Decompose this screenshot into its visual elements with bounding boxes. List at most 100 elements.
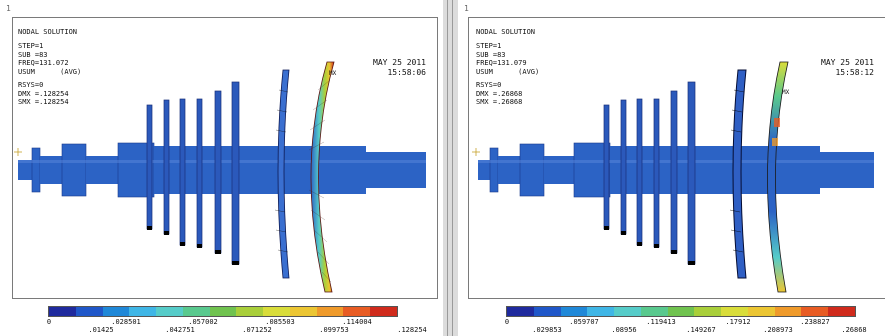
contoured-blade [310,61,335,293]
legend-swatch [289,307,317,316]
shaft-end [366,152,426,188]
shaft-collar [61,143,87,197]
legend-swatch [828,307,855,316]
legend-label: .26868 [841,326,867,334]
info-usum: USUM (AVG) [18,67,82,76]
turbine-disc [670,90,678,254]
window-splitter[interactable] [443,0,458,336]
legend-swatch [801,307,829,316]
legend-label: .029853 [532,326,562,334]
legend-swatch [640,307,668,316]
legend-swatch [370,307,397,316]
legend-swatch [236,307,264,316]
info-freq: FREQ=131.079 [476,59,527,68]
legend-swatch [721,307,748,316]
legend-swatch [667,307,695,316]
legend-label: .128254 [397,326,427,334]
legend-label: .028501 [111,318,141,326]
plot-date: MAY 25 2011 [821,58,874,67]
turbine-disc [146,104,153,230]
legend-swatch [182,307,210,316]
legend-label: 0 [504,318,510,326]
turbine-disc [231,81,240,265]
info-dmx: DMX =.26868 [476,89,523,98]
legend-swatch [49,307,76,316]
legend-label: .208973 [763,326,793,334]
rotor-model [472,61,874,293]
legend-swatch [316,307,344,316]
turbine-disc [603,104,610,230]
plot-title: NODAL SOLUTION [476,28,536,36]
legend-label: .238827 [800,318,830,326]
shaft-collar [519,143,545,197]
blade-row [277,69,290,279]
legend-label: .057002 [188,318,218,326]
legend-label: .17912 [725,318,751,326]
turbine-disc [653,98,660,248]
legend-swatch [533,307,561,316]
legend-swatch [694,307,722,316]
info-dmx: DMX =.128254 [18,89,69,98]
contour-legend-bar [48,306,398,317]
info-sub: SUB =83 [18,50,48,59]
shaft-collar [31,147,41,193]
legend-swatch [156,307,183,316]
info-step: STEP=1 [18,42,44,50]
window-number: 1 [6,4,11,13]
legend-label: .071252 [242,326,272,334]
legend-label: .119413 [646,318,676,326]
plot-time: 15:58:06 [387,68,426,77]
legend-swatch [263,307,290,316]
info-smx: SMX =.26868 [476,98,523,107]
shaft-end [18,160,32,180]
legend-label: .08956 [611,326,637,334]
legend-label: .085503 [265,318,295,326]
turbine-disc [179,98,186,246]
legend-swatch [507,307,534,316]
legend-swatch [747,307,775,316]
info-usum: USUM (AVG) [476,67,540,76]
turbine-disc [620,99,627,235]
legend-swatch [343,307,371,316]
turbine-disc [687,81,696,265]
info-sub: SUB =83 [476,50,506,59]
info-rsys: RSYS=0 [18,81,44,89]
legend-swatch [774,307,802,316]
shaft-end [820,152,874,188]
legend-label: .149267 [686,326,716,334]
info-rsys: RSYS=0 [476,81,502,89]
left-graphics-window[interactable]: 1 NODAL SOLUTION STEP=1 SUB =83 FREQ=131… [0,0,443,336]
turbine-disc [636,98,643,246]
max-marker: MX [782,89,790,96]
legend-swatch [129,307,157,316]
turbine-disc [196,98,203,248]
right-graphics-window[interactable]: 1 NODAL SOLUTION STEP=1 SUB =83 FREQ=131… [458,0,885,336]
shaft-end [478,160,490,180]
info-smx: SMX =.128254 [18,98,69,107]
legend-swatch [209,307,237,316]
legend-swatch [587,307,615,316]
plot-title: NODAL SOLUTION [18,28,78,36]
legend-label: .114004 [342,318,372,326]
legend-label: 0 [46,318,52,326]
shaft-body [610,146,820,194]
contour-legend-bar [506,306,856,317]
plot-date: MAY 25 2011 [373,58,426,67]
turbine-disc [163,99,170,235]
legend-label: .01425 [88,326,114,334]
legend-swatch [102,307,130,316]
plot-time: 15:58:12 [835,68,874,77]
legend-swatch [560,307,588,316]
info-step: STEP=1 [476,42,502,50]
rotor-model [14,61,426,293]
window-number: 1 [464,4,469,13]
shaft-collar [489,147,499,193]
max-marker: MX [329,70,337,77]
legend-label: .099753 [319,326,349,334]
legend-label: .059707 [569,318,599,326]
info-freq: FREQ=131.072 [18,59,69,68]
shaft-body [154,146,366,194]
legend-swatch [75,307,103,316]
turbine-disc [214,90,222,254]
blade-row [732,69,747,279]
